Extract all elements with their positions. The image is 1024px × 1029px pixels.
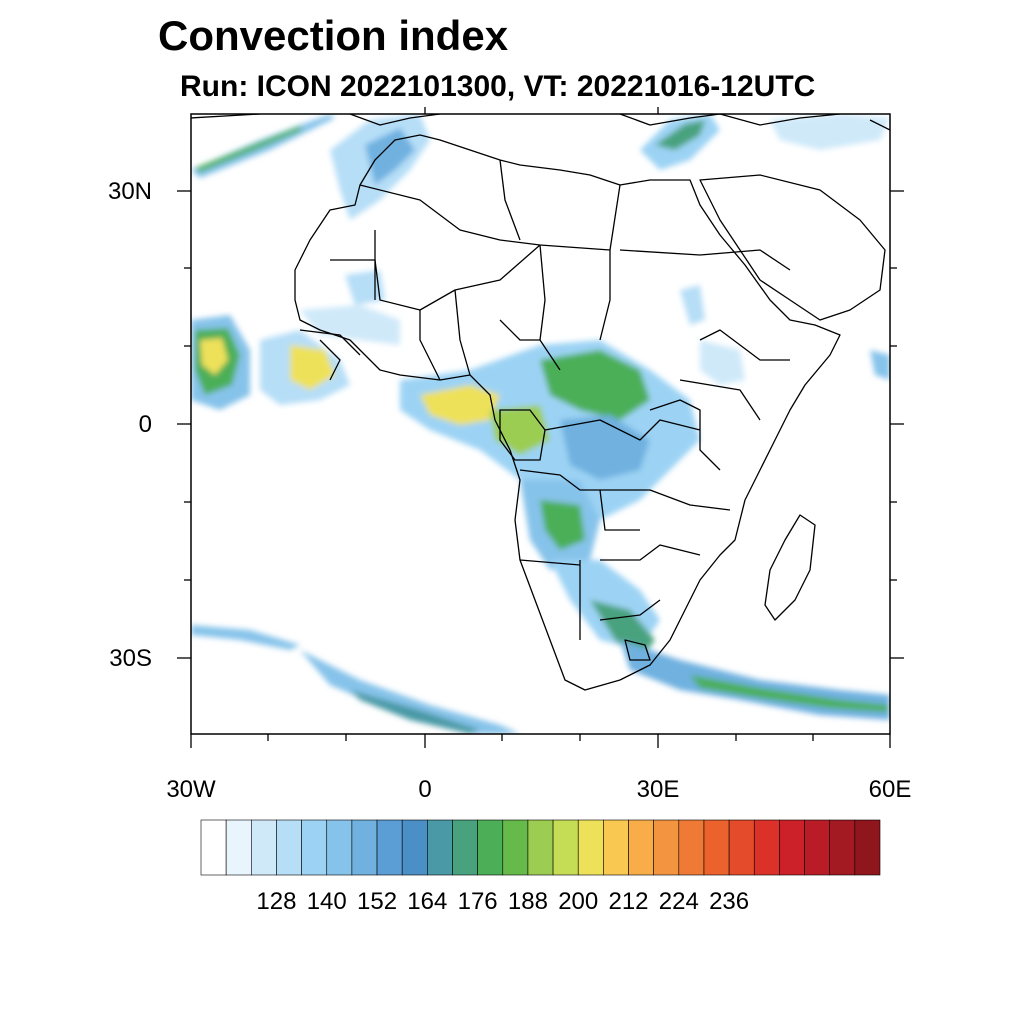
- colorbar-label: 128: [256, 888, 297, 915]
- colorbar-label: 140: [306, 888, 347, 915]
- colorbar-swatch: [477, 819, 504, 876]
- colorbar-swatch: [829, 819, 856, 876]
- map-content: [191, 114, 890, 734]
- colorbar-swatch: [678, 819, 705, 876]
- lon-label-30e: 30E: [636, 776, 680, 803]
- lon-label-0: 0: [418, 776, 432, 803]
- lat-label-30s: 30S: [109, 645, 152, 672]
- chart-title: Convection index: [158, 12, 509, 59]
- lon-label-30w: 30W: [166, 776, 216, 803]
- colorbar-swatch: [854, 819, 881, 876]
- colorbar-swatch: [376, 819, 403, 876]
- colorbar-swatch: [603, 819, 629, 876]
- colorbar-swatch: [628, 819, 654, 876]
- colorbar-label: 164: [407, 888, 448, 915]
- colorbar-swatch: [728, 819, 755, 876]
- colorbar-label: 188: [507, 888, 548, 915]
- colorbar-label: 236: [709, 888, 750, 915]
- colorbar-swatch: [301, 819, 328, 876]
- colorbar-swatch: [502, 819, 529, 876]
- colorbar-swatch: [804, 819, 831, 876]
- colorbar-swatch: [351, 819, 378, 876]
- colorbar-swatch: [552, 819, 579, 876]
- lon-label-60e: 60E: [868, 776, 912, 803]
- axis-ticks: [177, 107, 904, 748]
- colorbar-label: 212: [608, 888, 649, 915]
- colorbar-swatch: [753, 819, 780, 876]
- colorbar-swatch: [225, 819, 252, 876]
- colorbar-swatch: [251, 819, 277, 876]
- lat-label-30n: 30N: [107, 178, 152, 205]
- lat-label-0: 0: [138, 411, 152, 438]
- colorbar-swatch: [401, 819, 428, 876]
- colorbar-label: 152: [357, 888, 398, 915]
- colorbar-label: 224: [658, 888, 699, 915]
- colorbar-swatch: [527, 819, 554, 876]
- colorbar-swatch: [326, 819, 353, 876]
- colorbar-label: 200: [558, 888, 599, 915]
- colorbar-swatch: [427, 819, 453, 876]
- colorbar-swatch: [276, 819, 302, 876]
- colorbar-label: 176: [457, 888, 498, 915]
- colorbar-swatch: [779, 819, 805, 876]
- colorbar-swatch: [703, 819, 730, 876]
- colorbar-swatch: [653, 819, 680, 876]
- colorbar-swatch: [577, 819, 604, 876]
- country-borders: [191, 114, 890, 691]
- colorbar-swatch: [452, 819, 478, 876]
- chart-subtitle: Run: ICON 2022101300, VT: 20221016-12UTC: [180, 70, 816, 103]
- convection-shading: [191, 114, 890, 734]
- colorbar: [200, 819, 881, 876]
- colorbar-swatch: [200, 819, 227, 876]
